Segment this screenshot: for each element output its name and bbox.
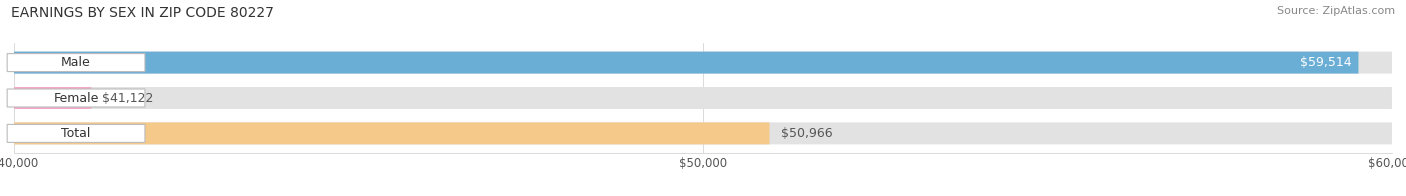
Text: $50,966: $50,966 (780, 127, 832, 140)
FancyBboxPatch shape (7, 54, 145, 72)
Text: Source: ZipAtlas.com: Source: ZipAtlas.com (1277, 6, 1395, 16)
FancyBboxPatch shape (14, 87, 91, 109)
Text: $59,514: $59,514 (1301, 56, 1351, 69)
Text: $41,122: $41,122 (103, 92, 153, 104)
Text: Female: Female (53, 92, 98, 104)
Text: Male: Male (62, 56, 91, 69)
Text: EARNINGS BY SEX IN ZIP CODE 80227: EARNINGS BY SEX IN ZIP CODE 80227 (11, 6, 274, 20)
FancyBboxPatch shape (14, 52, 1358, 74)
FancyBboxPatch shape (7, 124, 145, 142)
FancyBboxPatch shape (14, 122, 769, 144)
FancyBboxPatch shape (14, 52, 1392, 74)
FancyBboxPatch shape (14, 122, 1392, 144)
FancyBboxPatch shape (7, 89, 145, 107)
FancyBboxPatch shape (14, 87, 1392, 109)
Text: Total: Total (62, 127, 91, 140)
